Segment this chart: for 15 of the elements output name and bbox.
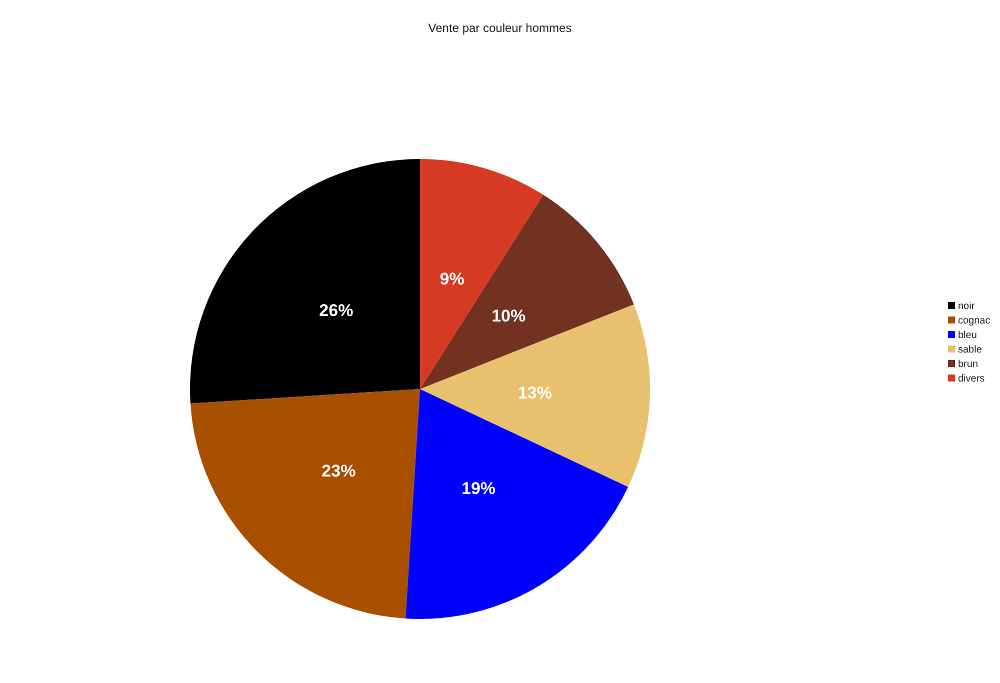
legend-label: noir bbox=[958, 301, 976, 312]
legend-label: cognac bbox=[958, 316, 990, 326]
legend-label: sable bbox=[958, 344, 982, 356]
data-label: 13% bbox=[518, 384, 552, 403]
legend-label: brun bbox=[958, 359, 978, 370]
pie-slice bbox=[190, 159, 420, 404]
pie-slice bbox=[190, 389, 420, 619]
legend-label: divers bbox=[958, 374, 985, 384]
data-label: 26% bbox=[319, 301, 354, 320]
chart-title: Vente par couleur hommes bbox=[428, 21, 572, 35]
legend-label: bleu bbox=[958, 330, 977, 341]
data-label: 9% bbox=[440, 270, 464, 289]
data-label: 19% bbox=[462, 478, 496, 498]
data-label: 23% bbox=[322, 461, 356, 480]
data-label: 10% bbox=[492, 306, 526, 326]
